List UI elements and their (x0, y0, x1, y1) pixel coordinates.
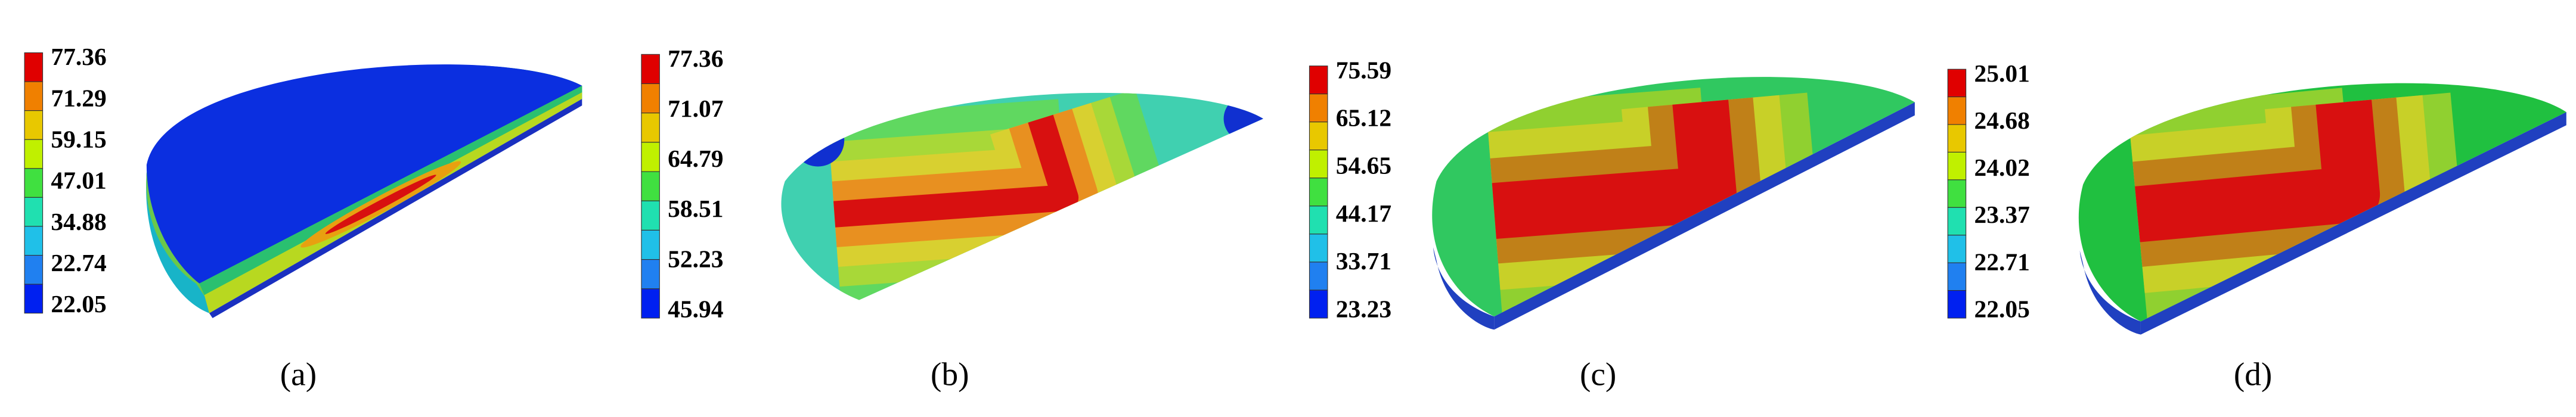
legend-swatch (24, 168, 44, 198)
legend-label: 33.71 (1336, 247, 1391, 275)
legend-label: 25.01 (1974, 60, 2029, 87)
legend-swatch (24, 81, 44, 111)
legend-label: 22.05 (1974, 295, 2029, 322)
legend-label: 54.65 (1336, 152, 1391, 179)
legend-label: 71.07 (668, 95, 723, 122)
legend-swatch (1947, 97, 1967, 125)
legend-swatch (1309, 94, 1328, 123)
legend-swatch (641, 229, 660, 260)
legend-label: 64.79 (668, 145, 723, 172)
caption: (d) (2234, 356, 2273, 392)
legend-label: 71.29 (51, 84, 106, 111)
legend-swatch (24, 197, 44, 227)
legend-swatch (1309, 150, 1328, 179)
legend-label: 59.15 (51, 125, 106, 153)
plot-d (2078, 83, 2566, 335)
legend-swatch (24, 284, 44, 314)
legend-label: 22.74 (51, 249, 106, 276)
plot-a (146, 64, 582, 318)
plot-c (1432, 77, 1915, 330)
legend-label: 77.36 (51, 43, 106, 70)
legend-swatch (1947, 262, 1967, 291)
caption: (a) (280, 356, 317, 392)
legend-label: 45.94 (668, 295, 723, 322)
legend-swatch (24, 254, 44, 285)
legend-label: 23.23 (1336, 295, 1391, 322)
legend-swatch (1309, 290, 1328, 319)
legend-label: 22.71 (1974, 248, 2029, 275)
legend-label: 65.12 (1336, 104, 1391, 132)
legend-swatch (1309, 262, 1328, 291)
legend-swatch (641, 171, 660, 201)
legend-swatch (24, 226, 44, 256)
legend-swatch (1309, 206, 1328, 235)
legend-swatch (641, 54, 660, 85)
legend-swatch (1947, 151, 1967, 181)
legend-swatch (641, 113, 660, 143)
legend-label: 75.59 (1336, 56, 1391, 83)
legend-label: 23.37 (1974, 201, 2029, 228)
legend-swatch (24, 52, 44, 82)
legend-swatch (641, 200, 660, 231)
legend-swatch (1947, 290, 1967, 319)
legend-label: 22.05 (51, 290, 106, 318)
legend-swatch (1309, 122, 1328, 151)
legend-label: 52.23 (668, 245, 723, 272)
legend-swatch (24, 139, 44, 169)
legend-swatch (24, 110, 44, 140)
legend-swatch (641, 288, 660, 319)
legend-swatch (1947, 207, 1967, 236)
legend-label: 47.01 (51, 167, 106, 194)
legend-swatch (1309, 234, 1328, 263)
legend-label: 24.02 (1974, 154, 2029, 181)
legend-label: 58.51 (668, 195, 723, 222)
legend-swatch (1947, 124, 1967, 153)
legend-swatch (1947, 179, 1967, 208)
legend-swatch (641, 259, 660, 290)
legend-label: 24.68 (1974, 107, 2029, 134)
legend-swatch (1947, 69, 1967, 98)
plot-b (781, 92, 1263, 300)
legend-swatch (641, 83, 660, 114)
legend-swatch (1309, 178, 1328, 207)
legend-label: 44.17 (1336, 200, 1391, 227)
legend-swatch (641, 142, 660, 172)
legend-swatch (1947, 235, 1967, 263)
caption: (b) (931, 356, 969, 392)
legend-label: 34.88 (51, 208, 106, 235)
legend-swatch (1309, 66, 1328, 95)
legend-label: 77.36 (668, 45, 723, 72)
caption: (c) (1580, 356, 1616, 392)
